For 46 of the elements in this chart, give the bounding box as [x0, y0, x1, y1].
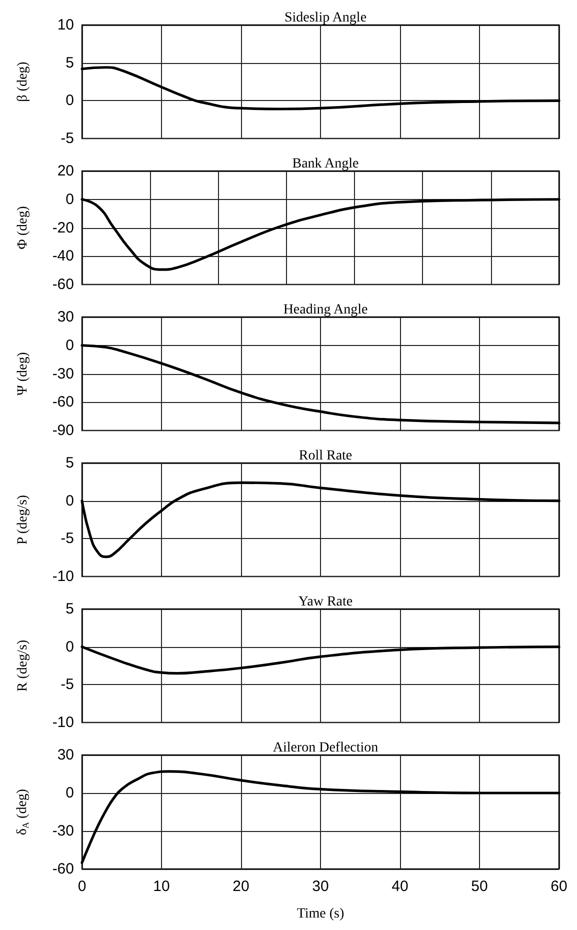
chart-title: Heading Angle	[283, 302, 368, 318]
y-tick-label: 5	[66, 54, 74, 72]
y-tick-label: 30	[57, 746, 74, 764]
y-tick-label: -30	[52, 822, 74, 840]
chart-title: Sideslip Angle	[284, 10, 367, 26]
y-tick-label: 10	[57, 16, 74, 34]
y-axis-title: δA (deg)	[15, 788, 30, 836]
chart-title: Bank Angle	[292, 156, 359, 172]
y-tick-label: -30	[52, 365, 74, 382]
y-axis-title: Φ (deg)	[16, 206, 30, 250]
x-axis-title: Time (s)	[296, 906, 344, 922]
y-tick-label: 30	[57, 308, 74, 326]
y-tick-label: -5	[60, 676, 74, 694]
y-tick-label: -20	[52, 219, 74, 236]
chart-title: Yaw Rate	[298, 594, 353, 610]
x-tick-label: 60	[550, 878, 568, 895]
y-tick-label: 0	[66, 492, 74, 510]
y-tick-label: -10	[52, 714, 74, 731]
x-tick-label: 40	[392, 878, 408, 895]
y-tick-label: -60	[52, 276, 74, 293]
y-tick-label: -5	[60, 530, 74, 548]
y-tick-label: -5	[60, 130, 74, 147]
y-axis-title: β (deg)	[16, 61, 30, 102]
x-tick-label: 30	[312, 878, 329, 895]
chart-title: Aileron Deflection	[272, 740, 378, 756]
y-tick-label: 5	[66, 454, 74, 472]
y-tick-label: 0	[66, 190, 74, 208]
y-axis-title: R (deg/s)	[16, 640, 30, 692]
y-tick-label: 5	[66, 600, 74, 618]
y-tick-label: -10	[52, 568, 74, 585]
y-tick-label: -90	[52, 422, 74, 439]
y-axis-title: Ψ (deg)	[16, 352, 30, 396]
y-axis-title: P (deg/s)	[16, 494, 30, 545]
x-tick-label: 10	[153, 878, 170, 895]
y-tick-label: 0	[66, 92, 74, 110]
y-tick-label: -60	[52, 394, 74, 411]
chart-title: Roll Rate	[298, 448, 352, 464]
y-tick-label: 20	[57, 162, 74, 180]
y-tick-label: 0	[66, 784, 74, 802]
y-tick-label: 0	[66, 336, 74, 354]
y-tick-label: -40	[52, 248, 74, 265]
x-tick-label: 20	[232, 878, 250, 895]
y-tick-label: -60	[52, 860, 74, 878]
y-tick-label: 0	[66, 638, 74, 656]
x-tick-label: 0	[78, 878, 86, 895]
x-tick-label: 50	[471, 878, 488, 895]
